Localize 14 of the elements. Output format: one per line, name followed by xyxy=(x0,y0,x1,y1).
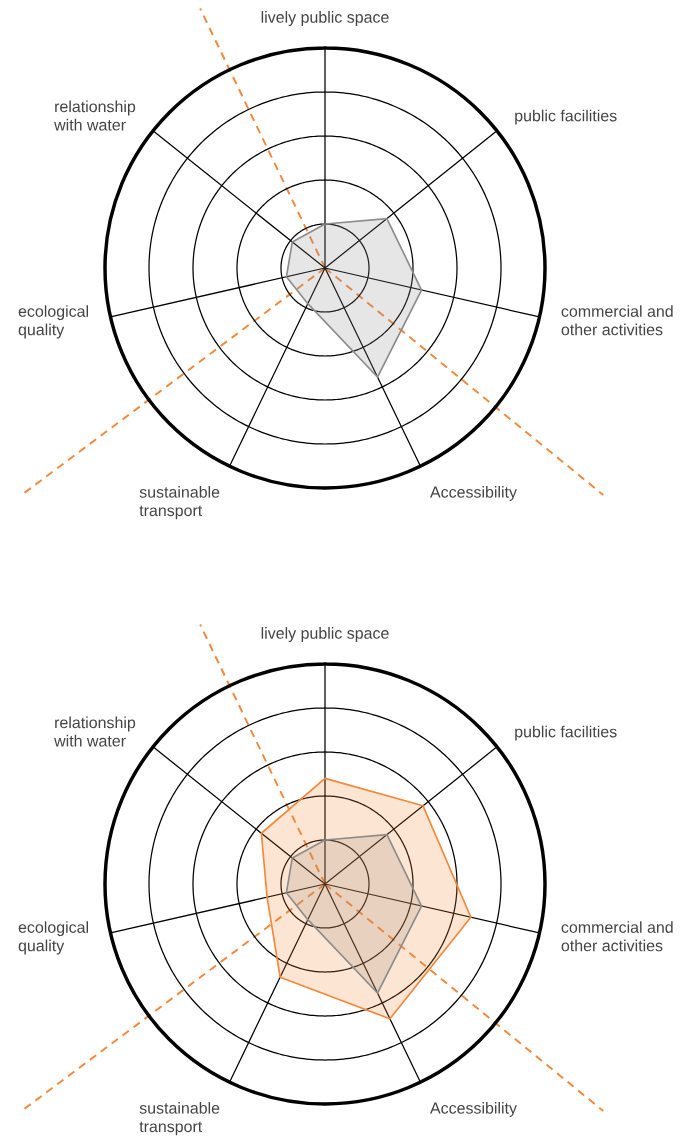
spoke-label: commercial and other activities xyxy=(561,921,673,952)
spoke-label: ecological quality xyxy=(18,305,88,339)
spoke-label: relationship with water xyxy=(54,716,136,747)
spoke-label: public facilities xyxy=(515,109,617,125)
spoke-label: commercial and other activities xyxy=(561,305,673,336)
spoke-label: lively public space xyxy=(261,627,389,642)
spoke-label: sustainable transport xyxy=(139,486,220,520)
spoke-label: Accessibility xyxy=(430,1102,517,1117)
spoke-label: Accessibility xyxy=(430,486,517,501)
spoke-label: relationship with water xyxy=(54,100,136,131)
spoke-label: lively public space xyxy=(261,11,389,26)
spoke-label: ecological quality xyxy=(18,921,88,955)
spoke-label: sustainable transport xyxy=(139,1102,220,1136)
spoke-label: public facilities xyxy=(515,725,617,741)
